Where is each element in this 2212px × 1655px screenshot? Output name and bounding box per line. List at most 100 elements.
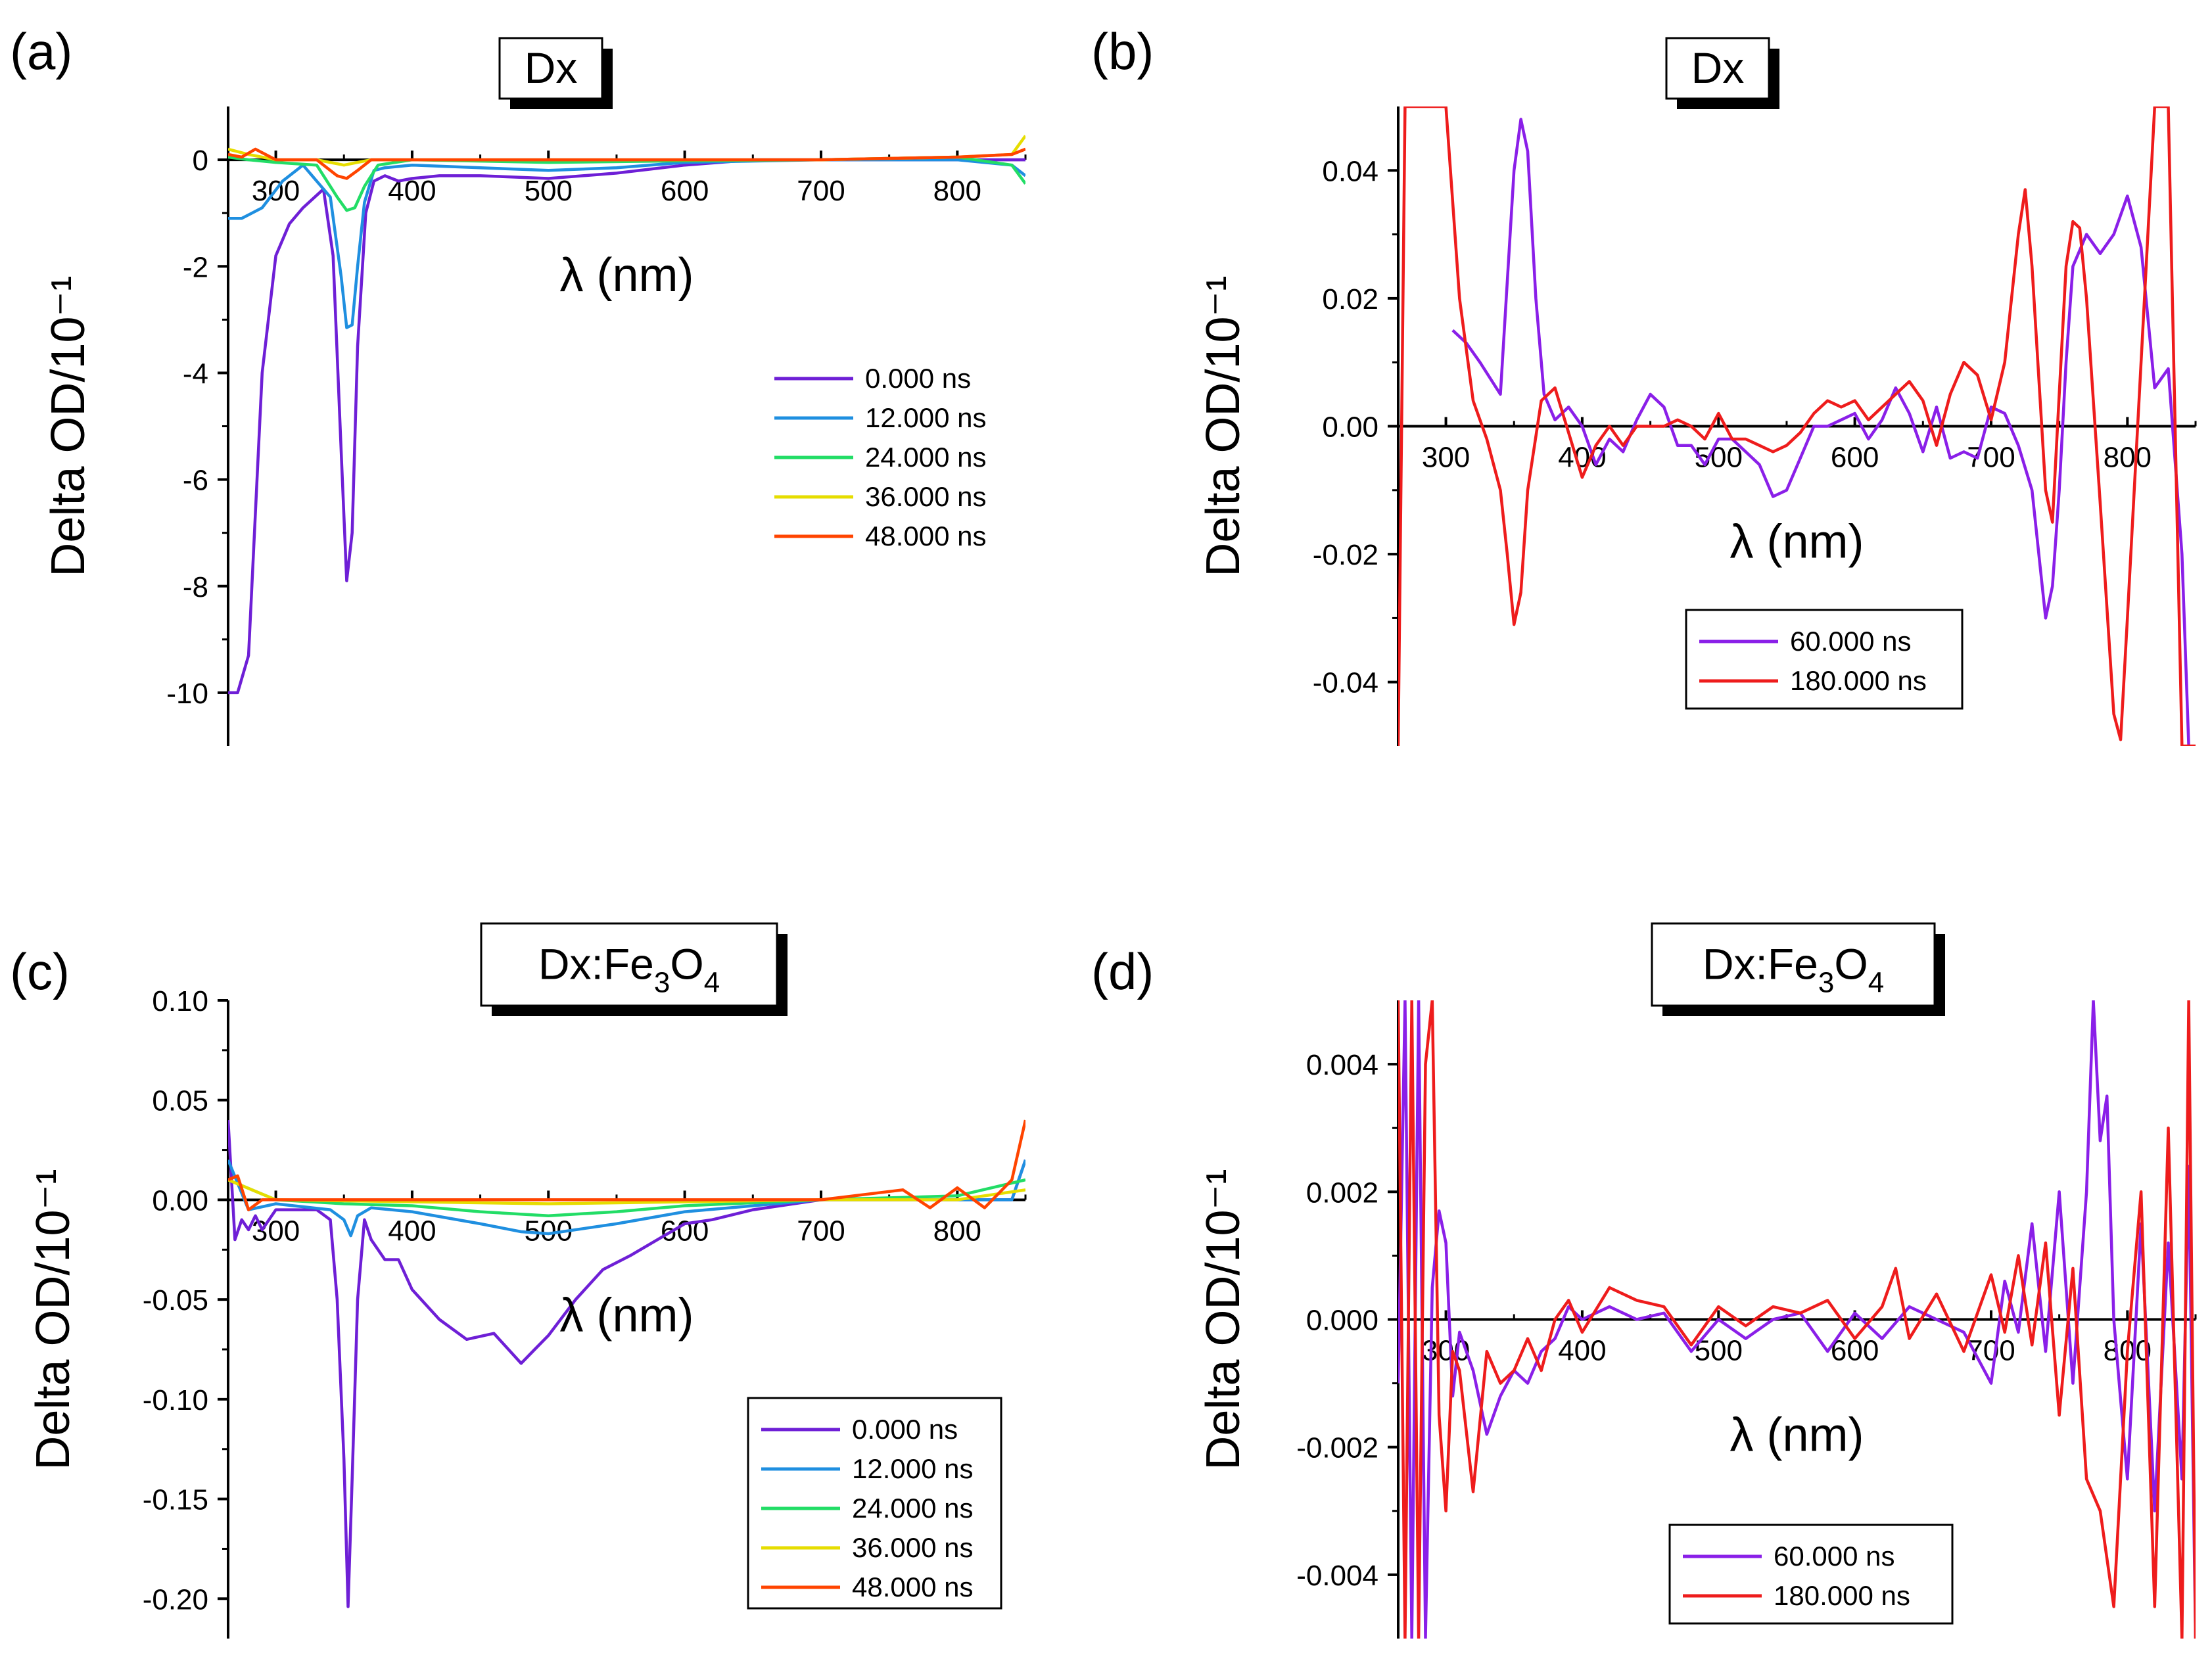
legend-label: 48.000 ns [852, 1572, 974, 1602]
x-tick-label: 600 [661, 175, 709, 207]
title-box [498, 37, 603, 100]
legend-label: 24.000 ns [852, 1493, 974, 1524]
series-line-60-000-ns [1451, 118, 2190, 746]
x-tick-label: 800 [2104, 442, 2152, 474]
series-group [1398, 1000, 2196, 1639]
y-tick-label: 0.04 [1322, 155, 1378, 187]
y-tick-label: -8 [183, 571, 208, 603]
title-box [480, 922, 778, 1007]
title-mid: O [670, 940, 703, 989]
chart-panel-d: (d) Dx:Fe3O40.0040.0020.000-0.002-0.00430… [1091, 922, 2197, 1639]
legend-label: 180.000 ns [1790, 665, 1927, 696]
x-tick-label: 700 [797, 175, 845, 207]
x-tick-label: 300 [252, 1215, 300, 1247]
x-axis-label: λ (nm) [1730, 1409, 1864, 1462]
chart-title: Dx:Fe3O4 [538, 940, 720, 999]
title-mid: O [1834, 940, 1868, 989]
y-tick-label: -4 [183, 358, 208, 390]
chart-title: Dx [525, 43, 578, 92]
panel-label: (b) [1091, 22, 1154, 80]
legend: 0.000 ns 12.000 ns 24.000 ns 36.000 ns 48.00… [747, 1397, 1002, 1610]
series-group [1398, 106, 2196, 746]
x-axis-label: λ (nm) [560, 1289, 694, 1341]
title-main: Dx:Fe [1703, 940, 1818, 989]
legend-label: 36.000 ns [852, 1532, 974, 1563]
y-tick-label: -10 [166, 678, 208, 710]
y-tick-label: -6 [183, 465, 208, 497]
legend-label: 0.000 ns [852, 1414, 958, 1445]
legend-box [747, 1397, 1002, 1610]
y-tick-label: -0.05 [143, 1284, 208, 1317]
panel-label: (c) [10, 943, 70, 1000]
title-sub-1: 3 [654, 967, 670, 999]
series-line-0-000-ns [228, 1119, 1025, 1608]
legend-label: 48.000 ns [865, 521, 987, 551]
y-tick-label: 0 [193, 145, 208, 177]
title-box [1665, 37, 1770, 100]
y-axis-label: Delta OD/10⁻¹ [1197, 275, 1250, 576]
legend-box [1668, 1524, 1954, 1625]
y-tick-label: 0.00 [1322, 411, 1378, 444]
x-tick-label: 500 [525, 175, 573, 207]
series-line-48-000-ns [228, 1119, 1025, 1211]
x-axis-label: λ (nm) [1730, 516, 1864, 569]
panel-label: (a) [10, 22, 72, 80]
y-tick-label: 0.02 [1322, 283, 1378, 315]
series-line-12-000-ns [228, 158, 1025, 329]
y-tick-label: -0.002 [1296, 1432, 1378, 1464]
series-group [228, 1119, 1025, 1608]
x-tick-label: 700 [797, 1215, 845, 1247]
legend-label: 60.000 ns [1774, 1541, 1895, 1572]
x-tick-label: 600 [1831, 442, 1879, 474]
x-tick-label: 800 [933, 175, 981, 207]
y-tick-label: -2 [183, 251, 208, 283]
panel-label: (d) [1091, 943, 1154, 1000]
title-sub-2: 4 [1868, 967, 1884, 999]
legend-label: 12.000 ns [852, 1453, 974, 1484]
y-tick-label: 0.05 [152, 1085, 208, 1117]
y-tick-label: -0.04 [1313, 667, 1378, 699]
chart-title: Dx:Fe3O4 [1703, 940, 1884, 999]
x-tick-label: 500 [1695, 442, 1743, 474]
title-sub-2: 4 [704, 967, 720, 999]
legend-label: 24.000 ns [865, 442, 987, 473]
y-axis-label: Delta OD/10⁻¹ [27, 1169, 80, 1470]
y-axis-label: Delta OD/10⁻¹ [1197, 1169, 1250, 1470]
x-tick-label: 400 [388, 1215, 436, 1247]
legend-label: 12.000 ns [865, 402, 987, 433]
title-box [1651, 922, 1936, 1007]
series-line-24-000-ns [228, 1178, 1025, 1217]
legend-label: 0.000 ns [865, 363, 971, 394]
chart-panel-c: (c) Dx:Fe3O4 0.10 0.05 0.00 -0.05 -0.10 -0.15 -0… [10, 922, 1027, 1639]
series-group [228, 135, 1025, 695]
x-tick-label: 600 [661, 1215, 709, 1247]
series-line-48-000-ns [228, 147, 1025, 180]
legend-label: 60.000 ns [1790, 626, 1912, 657]
legend-label: 180.000 ns [1774, 1580, 1910, 1611]
series-line-180-000-ns [1398, 1000, 2196, 1639]
chart-title: Dx [1691, 43, 1745, 92]
y-tick-label: -0.15 [143, 1484, 208, 1516]
x-axis-label: λ (nm) [560, 249, 694, 302]
y-tick-label: -0.20 [143, 1583, 208, 1616]
y-tick-label: -0.02 [1313, 539, 1378, 571]
legend: 60.000 ns 180.000 ns [1668, 1524, 1954, 1625]
legend-box [1685, 609, 1964, 710]
legend: 0.000 ns 12.000 ns 24.000 ns 36.000 ns 48.00… [774, 363, 987, 551]
y-tick-label: -0.10 [143, 1384, 208, 1416]
y-axis-label: Delta OD/10⁻¹ [42, 275, 95, 576]
x-tick-label: 400 [1558, 1335, 1606, 1367]
legend: 60.000 ns 180.000 ns [1685, 609, 1964, 710]
y-tick-label: 0.10 [152, 985, 208, 1017]
y-tick-label: 0.004 [1306, 1049, 1378, 1081]
x-tick-label: 300 [1422, 442, 1470, 474]
y-tick-label: 0.002 [1306, 1177, 1378, 1209]
legend-label: 36.000 ns [865, 481, 987, 512]
title-main: Dx:Fe [538, 940, 654, 989]
series-line-180-000-ns [1398, 106, 2196, 746]
y-tick-label: -0.004 [1296, 1560, 1378, 1592]
title-sub-1: 3 [1818, 967, 1834, 999]
